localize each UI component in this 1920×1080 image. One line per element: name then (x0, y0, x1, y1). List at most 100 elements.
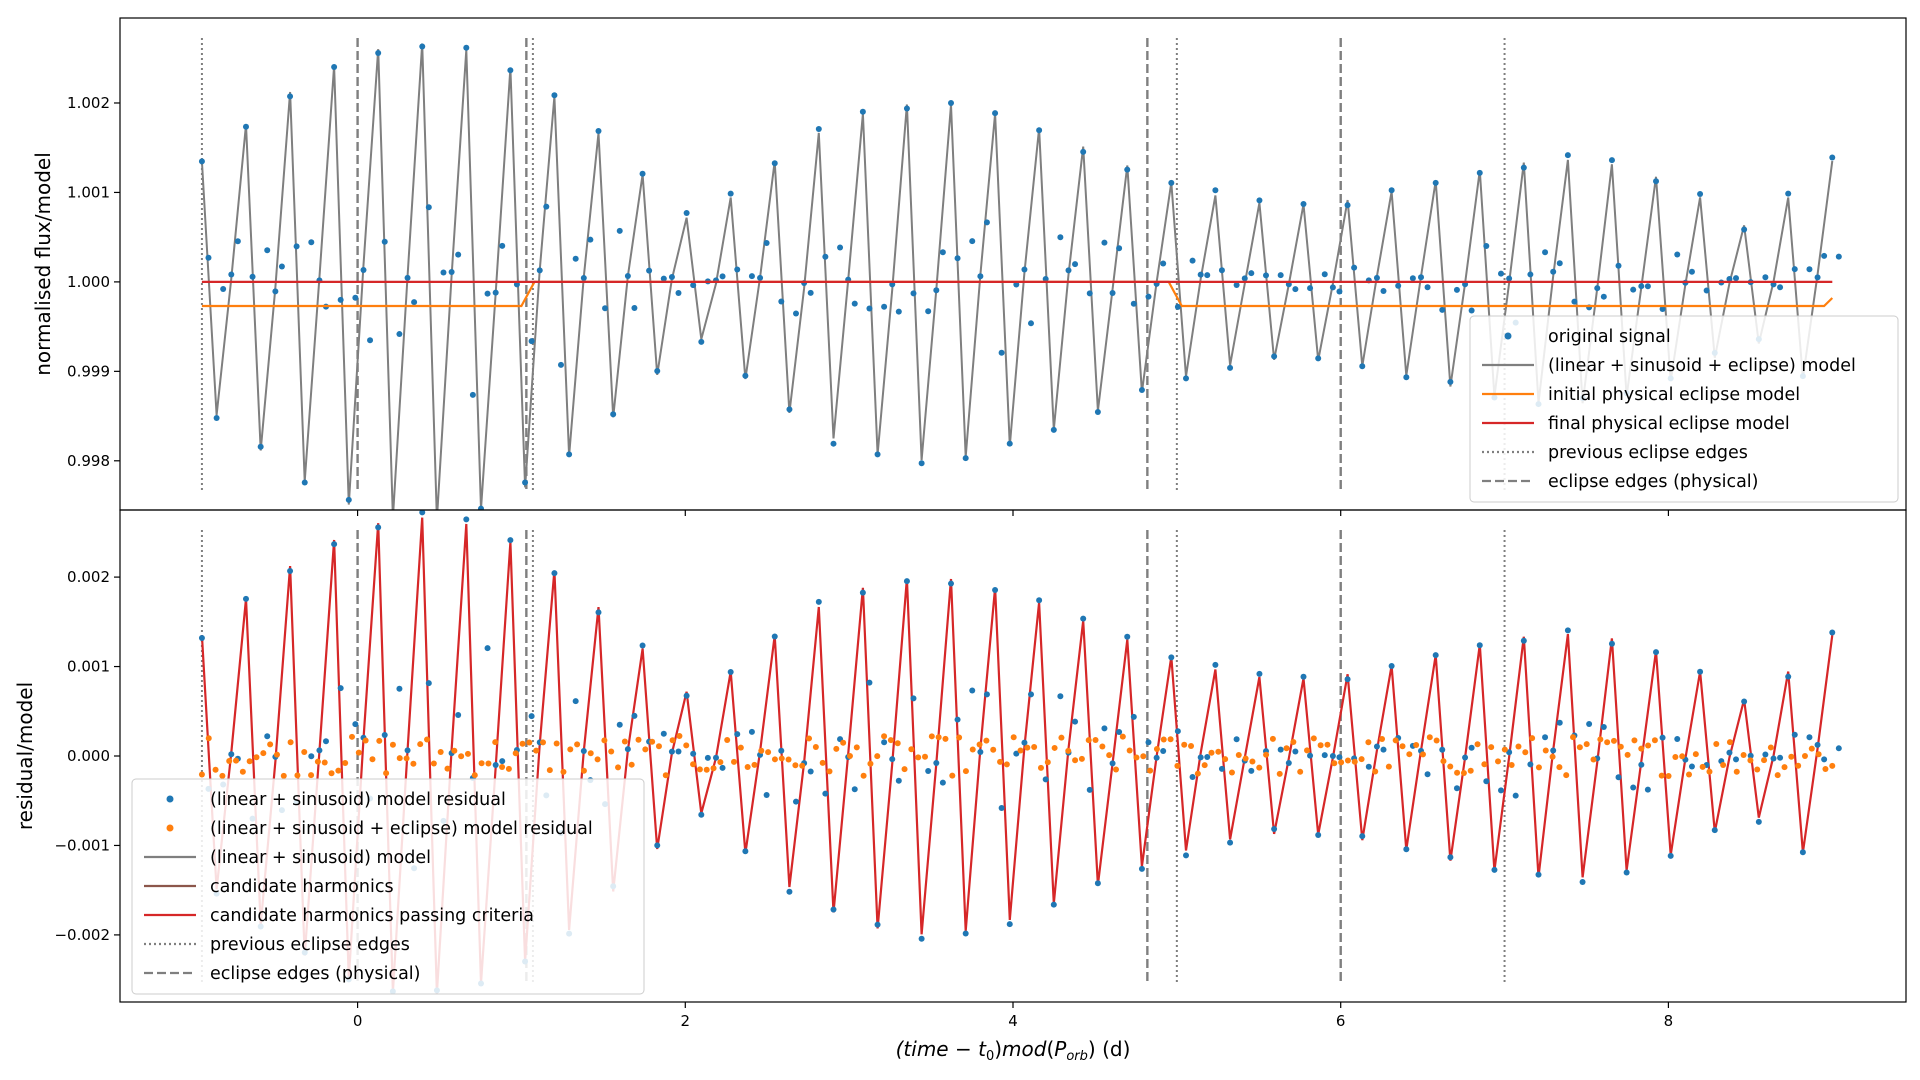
signal-point (1506, 749, 1513, 756)
signal-point (1321, 752, 1328, 759)
signal-point (1403, 374, 1410, 381)
signal-point (404, 747, 411, 754)
eclipse-residual-point (1365, 739, 1372, 746)
eclipse-residual-point (1167, 736, 1174, 743)
eclipse-residual-point (1460, 769, 1467, 776)
signal-point (1124, 166, 1131, 173)
eclipse-residual-point (1590, 756, 1597, 763)
eclipse-residual-point (1181, 741, 1188, 748)
eclipse-residual-point (1372, 768, 1379, 775)
signal-point (1329, 284, 1336, 291)
signal-point (646, 267, 653, 274)
eclipse-residual-point (1801, 752, 1808, 759)
signal-point (264, 247, 271, 254)
signal-point (463, 44, 470, 51)
eclipse-residual-point (1638, 745, 1645, 752)
eclipse-residual-point (219, 772, 226, 779)
signal-point (1453, 286, 1460, 293)
eclipse-residual-point (342, 759, 349, 766)
eclipse-residual-point (1222, 756, 1229, 763)
signal-point (419, 43, 426, 50)
signal-point (381, 238, 388, 245)
signal-point (484, 290, 491, 297)
eclipse-residual-point (1433, 737, 1440, 744)
signal-point (1600, 723, 1607, 730)
signal-point (1697, 190, 1704, 197)
signal-point (1145, 293, 1152, 300)
signal-point (1094, 408, 1101, 415)
eclipse-residual-point (840, 739, 847, 746)
signal-point (1733, 756, 1740, 763)
legend-marker (1504, 332, 1512, 340)
signal-point (1359, 363, 1366, 370)
signal-point (866, 679, 873, 686)
eclipse-residual-point (1201, 762, 1208, 769)
signal-point (1476, 642, 1483, 649)
eclipse-residual-point (962, 768, 969, 775)
signal-point (1608, 157, 1615, 164)
eclipse-residual-point (601, 737, 608, 744)
signal-point (1623, 869, 1630, 876)
signal-point (272, 288, 279, 295)
signal-point (1564, 627, 1571, 634)
eclipse-residual-point (608, 748, 615, 755)
eclipse-residual-point (526, 739, 533, 746)
eclipse-model-line (200, 43, 1834, 510)
y-tick-label: 1.001 (67, 183, 110, 201)
signal-point (308, 239, 315, 246)
signal-point (1388, 187, 1395, 194)
eclipse-residual-point (806, 735, 813, 742)
eclipse-residual-point (1010, 734, 1017, 741)
signal-point (1130, 713, 1137, 720)
signal-point (954, 255, 961, 262)
signal-point (1116, 729, 1123, 736)
eclipse-residual-point (1119, 733, 1126, 740)
signal-point (1380, 746, 1387, 753)
eclipse-residual-point (765, 749, 772, 756)
signal-point (1233, 282, 1240, 289)
signal-point (1835, 745, 1842, 752)
eclipse-residual-point (1140, 753, 1147, 760)
eclipse-residual-point (1106, 752, 1113, 759)
eclipse-residual-point (1385, 763, 1392, 770)
signal-point (1785, 190, 1792, 197)
signal-point (301, 479, 308, 486)
signal-point (969, 687, 976, 694)
eclipse-residual-point (1583, 741, 1590, 748)
plot-content-0 (198, 38, 1842, 510)
eclipse-residual-point (799, 762, 806, 769)
signal-point (1116, 245, 1123, 252)
signal-point (712, 754, 719, 761)
signal-point (1285, 759, 1292, 766)
signal-point (595, 127, 602, 134)
signal-point (1644, 283, 1651, 290)
signal-point (918, 935, 925, 942)
signal-point (1174, 303, 1181, 310)
eclipse-residual-point (253, 754, 260, 761)
eclipse-residual-point (846, 753, 853, 760)
legend-label: candidate harmonics passing criteria (210, 906, 534, 926)
signal-point (234, 238, 241, 245)
eclipse-residual-point (1147, 767, 1154, 774)
eclipse-residual-point (1467, 767, 1474, 774)
signal-point (969, 238, 976, 245)
eclipse-residual-point (594, 756, 601, 763)
signal-point (1653, 649, 1660, 656)
signal-point (242, 595, 249, 602)
eclipse-residual-point (935, 734, 942, 741)
signal-point (1344, 676, 1351, 683)
eclipse-residual-point (1754, 766, 1761, 773)
signal-point (1241, 275, 1248, 282)
signal-point (977, 748, 984, 755)
signal-point (1336, 288, 1343, 295)
eclipse-residual-point (1535, 764, 1542, 771)
eclipse-residual-point (1447, 763, 1454, 770)
signal-point (1520, 164, 1527, 171)
signal-point (1359, 833, 1366, 840)
signal-point (1124, 633, 1131, 640)
signal-point (1476, 169, 1483, 176)
signal-point (1777, 284, 1784, 291)
eclipse-residual-point (1174, 762, 1181, 769)
signal-point (308, 753, 315, 760)
eclipse-residual-point (635, 736, 642, 743)
